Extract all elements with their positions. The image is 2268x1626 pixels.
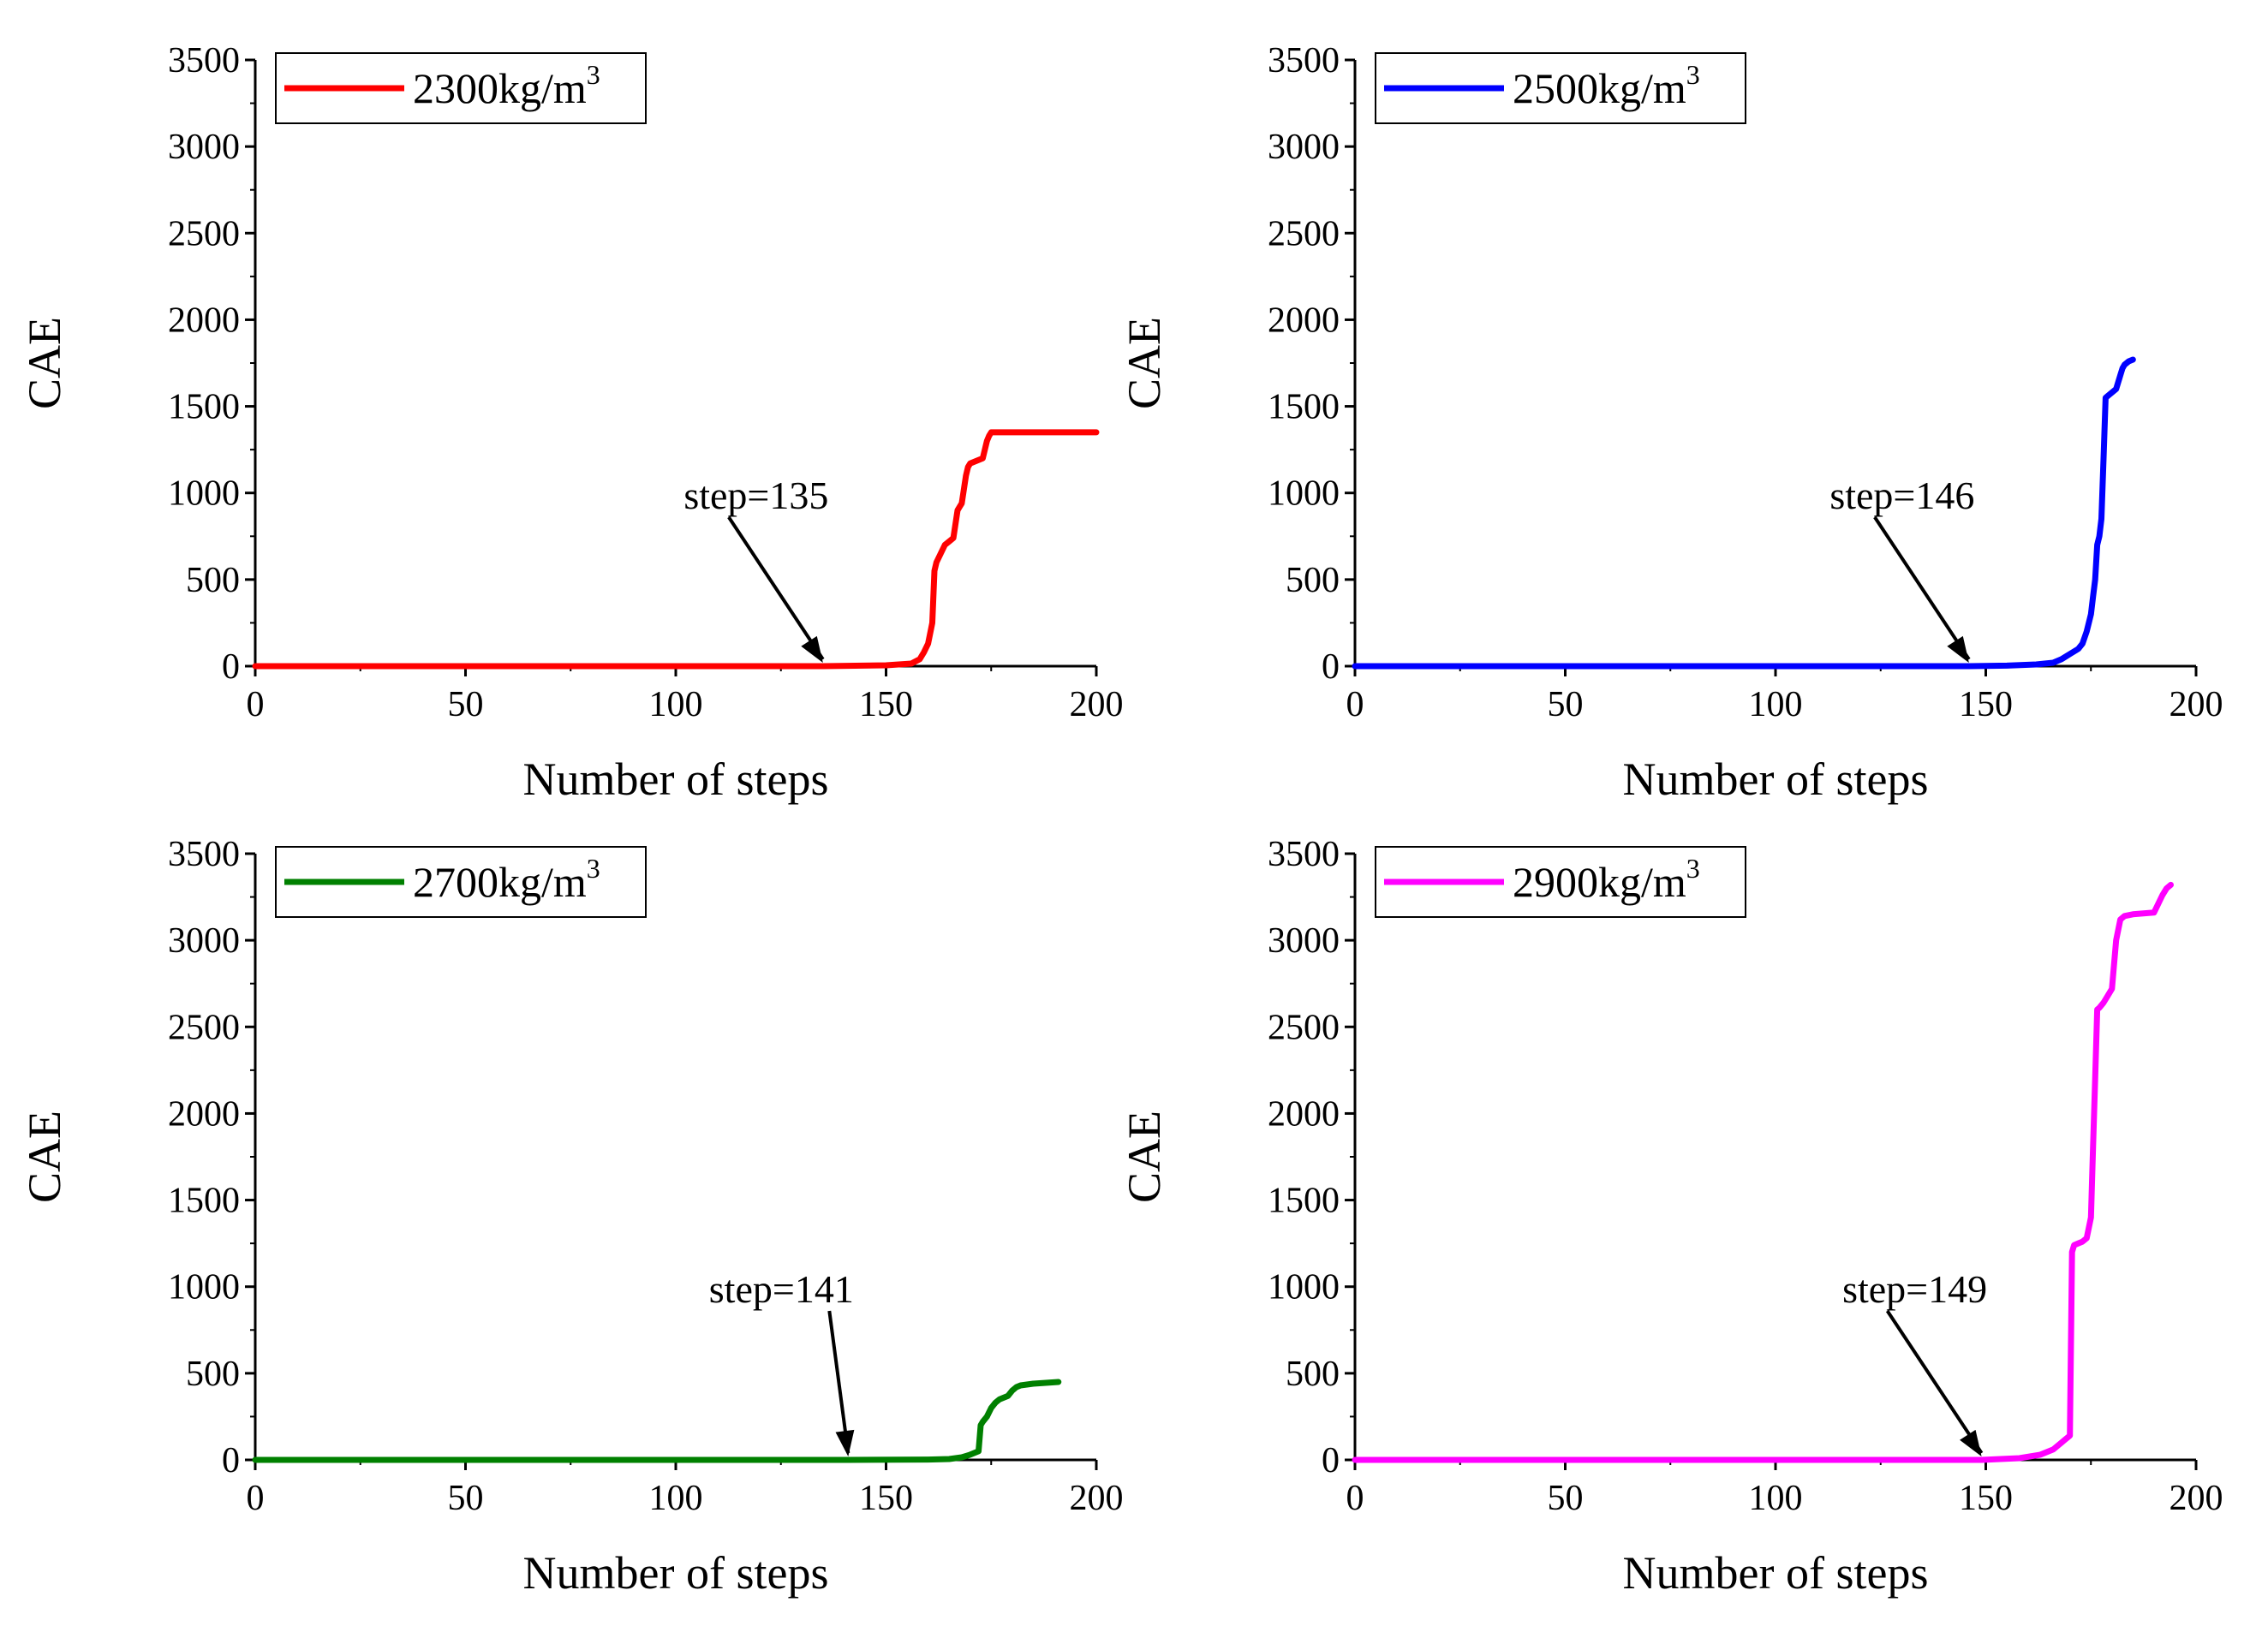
y-tick-label: 2500 xyxy=(1268,1008,1340,1047)
y-tick-label: 2500 xyxy=(1268,214,1340,253)
y-tick-label: 500 xyxy=(1286,561,1340,600)
y-axis-title: CAE xyxy=(19,317,70,409)
x-tick-label: 100 xyxy=(1749,685,1803,724)
annotation-arrow-line xyxy=(1885,1309,1984,1455)
legend-label: 2900kg/m3 xyxy=(1513,853,1700,906)
annotation-text: step=135 xyxy=(683,474,828,517)
annotation-arrow-head xyxy=(835,1429,855,1456)
x-tick-label: 150 xyxy=(1959,685,2013,724)
y-tick-label: 1500 xyxy=(168,1182,240,1221)
x-axis-title: Number of steps xyxy=(1623,753,1929,805)
y-axis-title: CAE xyxy=(19,1111,70,1203)
y-tick-label: 0 xyxy=(222,1441,240,1480)
y-tick-label: 500 xyxy=(186,1355,240,1394)
x-tick-label: 200 xyxy=(1070,685,1124,724)
x-tick-label: 0 xyxy=(1346,1479,1364,1518)
legend-superscript: 3 xyxy=(587,853,600,884)
x-tick-label: 0 xyxy=(247,1479,265,1518)
legend-superscript: 3 xyxy=(1686,853,1700,884)
annotation-text: step=149 xyxy=(1842,1267,1987,1311)
annotation-arrow-head xyxy=(1960,1429,1982,1456)
y-axis-title: CAE xyxy=(1119,1111,1170,1203)
annotation-text: step=141 xyxy=(709,1267,854,1311)
legend-label: 2300kg/m3 xyxy=(413,59,600,112)
y-tick-label: 3500 xyxy=(168,41,240,80)
x-tick-label: 0 xyxy=(247,685,265,724)
y-tick-label: 3000 xyxy=(168,128,240,167)
x-tick-label: 150 xyxy=(859,685,913,724)
annotation-arrow-head xyxy=(801,635,823,663)
y-tick-label: 1500 xyxy=(168,388,240,427)
series-line xyxy=(1352,881,2174,1463)
x-tick-label: 50 xyxy=(1548,685,1584,724)
legend-label: 2500kg/m3 xyxy=(1513,59,1700,112)
x-tick-label: 200 xyxy=(1070,1479,1124,1518)
y-tick-label: 1500 xyxy=(1268,1182,1340,1221)
x-tick-label: 200 xyxy=(2170,1479,2223,1518)
chart-panel-bottom-left: 0 500 1000 1500 2000 2500 3000 3500 0 50 100 150 200… xyxy=(19,835,1124,1599)
y-tick-label: 0 xyxy=(1322,1441,1340,1480)
y-tick-label: 3500 xyxy=(1268,41,1340,80)
y-tick-label: 2000 xyxy=(1268,1094,1340,1134)
annotation-arrow-line xyxy=(727,515,825,661)
y-axis-title: CAE xyxy=(1119,317,1170,409)
y-tick-label: 2500 xyxy=(168,1008,240,1047)
y-tick-label: 2000 xyxy=(168,301,240,340)
y-tick-label: 0 xyxy=(222,647,240,687)
x-tick-label: 0 xyxy=(1346,685,1364,724)
y-tick-label: 3000 xyxy=(1268,921,1340,961)
y-tick-label: 500 xyxy=(1286,1355,1340,1394)
y-tick-label: 0 xyxy=(1322,647,1340,687)
chart-panel-top-right: 0 500 1000 1500 2000 2500 3000 3500 0 50 100 150 200… xyxy=(1119,41,2223,805)
annotation-arrow-line xyxy=(1873,515,1971,661)
y-tick-label: 3500 xyxy=(168,835,240,874)
x-axis-title: Number of steps xyxy=(1623,1547,1929,1599)
annotation-arrow-line xyxy=(827,1310,850,1454)
series-line xyxy=(1352,356,2136,670)
annotation-arrow-head xyxy=(1947,635,1969,663)
y-tick-label: 1000 xyxy=(1268,1268,1340,1307)
x-axis-title: Number of steps xyxy=(523,1547,829,1599)
x-tick-label: 200 xyxy=(2170,685,2223,724)
y-tick-label: 500 xyxy=(186,561,240,600)
x-tick-label: 50 xyxy=(448,1479,484,1518)
x-tick-label: 100 xyxy=(649,685,703,724)
legend-label: 2700kg/m3 xyxy=(413,853,600,906)
annotation-text: step=146 xyxy=(1829,474,1974,517)
y-tick-label: 1000 xyxy=(168,474,240,514)
x-tick-label: 150 xyxy=(859,1479,913,1518)
y-tick-label: 1500 xyxy=(1268,388,1340,427)
x-tick-label: 150 xyxy=(1959,1479,2013,1518)
legend-superscript: 3 xyxy=(587,59,600,90)
series-line xyxy=(252,1379,1062,1463)
legend-superscript: 3 xyxy=(1686,59,1700,90)
y-tick-label: 2000 xyxy=(1268,301,1340,340)
x-tick-label: 100 xyxy=(1749,1479,1803,1518)
y-tick-label: 3000 xyxy=(168,921,240,961)
y-tick-label: 1000 xyxy=(168,1268,240,1307)
y-tick-label: 3500 xyxy=(1268,835,1340,874)
series-line xyxy=(252,429,1100,670)
chart-panel-top-left: 0 500 1000 1500 2000 2500 3000 3500 0 50 100 150 200… xyxy=(19,41,1124,805)
x-axis-title: Number of steps xyxy=(523,753,829,805)
x-tick-label: 50 xyxy=(1548,1479,1584,1518)
y-tick-label: 2500 xyxy=(168,214,240,253)
chart-panel-bottom-right: 0 500 1000 1500 2000 2500 3000 3500 0 50 100 150 200… xyxy=(1119,835,2223,1599)
y-tick-label: 3000 xyxy=(1268,128,1340,167)
y-tick-label: 2000 xyxy=(168,1094,240,1134)
y-tick-label: 1000 xyxy=(1268,474,1340,514)
x-tick-label: 50 xyxy=(448,685,484,724)
x-tick-label: 100 xyxy=(649,1479,703,1518)
